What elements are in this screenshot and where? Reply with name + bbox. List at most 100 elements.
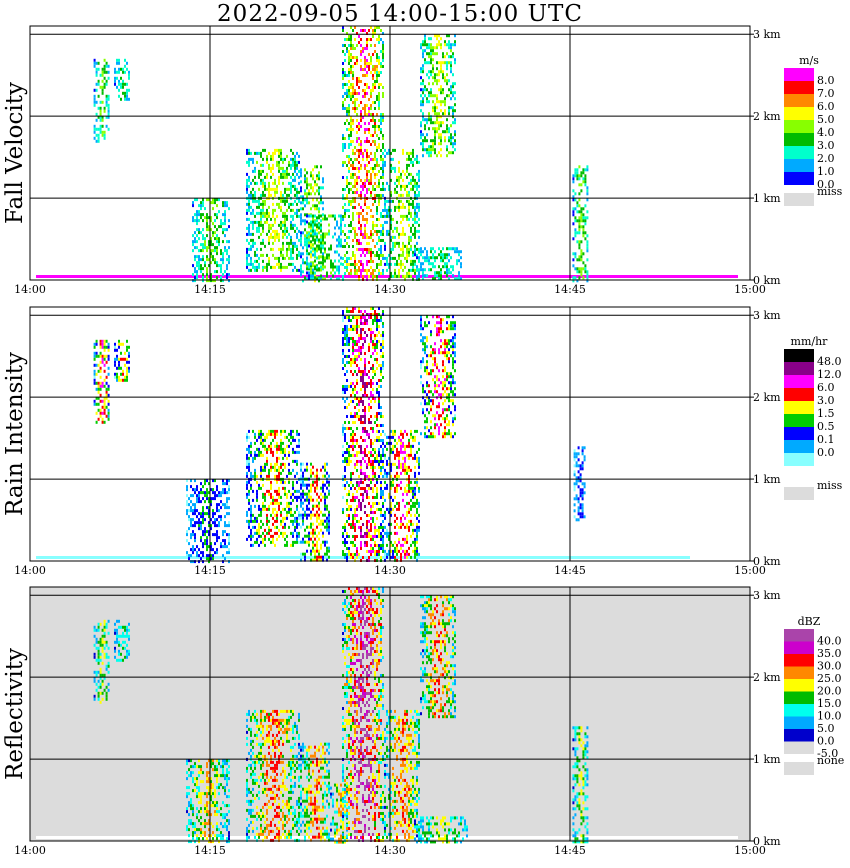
echo-cell — [412, 277, 414, 281]
echo-cell — [270, 193, 272, 197]
echo-cell — [372, 388, 374, 391]
echo-cell — [310, 516, 312, 520]
echo-cell — [278, 175, 280, 179]
echo-cell — [320, 276, 322, 280]
echo-cell — [346, 502, 348, 505]
echo-cell — [582, 219, 585, 223]
echo-cell — [278, 474, 280, 478]
echo-cell — [284, 429, 286, 433]
echo-cell — [424, 118, 426, 122]
echo-cell — [336, 244, 338, 248]
echo-cell — [290, 187, 292, 191]
echo-cell — [294, 163, 296, 167]
echo-cell — [384, 486, 386, 490]
echo-cell — [93, 103, 96, 107]
echo-cell — [346, 266, 348, 269]
echo-cell — [582, 213, 585, 217]
echo-cell — [412, 163, 414, 167]
echo-cell — [274, 543, 276, 547]
echo-cell — [380, 83, 382, 86]
echo-cell — [354, 62, 356, 65]
echo-cell — [186, 554, 188, 558]
echo-cell — [280, 262, 282, 266]
echo-cell — [284, 489, 286, 493]
echo-cell — [282, 235, 284, 239]
echo-cell — [286, 193, 288, 197]
echo-cell — [266, 507, 268, 511]
echo-cell — [254, 474, 256, 478]
echo-cell — [368, 128, 370, 131]
echo-cell — [262, 202, 264, 206]
echo-cell — [107, 103, 110, 107]
echo-cell — [430, 88, 432, 92]
echo-cell — [424, 139, 426, 143]
echo-cell — [298, 522, 300, 526]
echo-cell — [346, 415, 348, 418]
echo-cell — [448, 40, 450, 44]
echo-cell — [322, 531, 324, 535]
echo-cell — [364, 29, 366, 32]
echo-cell — [222, 503, 224, 507]
echo-cell — [286, 235, 288, 239]
echo-cell — [444, 43, 446, 47]
echo-cell — [120, 82, 122, 86]
echo-cell — [284, 507, 286, 511]
echo-cell — [93, 375, 96, 379]
echo-cell — [314, 474, 316, 478]
echo-cell — [222, 231, 224, 235]
legend-level-label: 8.0 — [817, 74, 835, 87]
echo-cell — [356, 113, 358, 116]
echo-cell — [280, 265, 282, 269]
echo-cell — [460, 277, 462, 281]
echo-cell — [114, 342, 116, 346]
echo-cell — [202, 213, 204, 217]
echo-cell — [348, 553, 350, 556]
echo-cell — [276, 525, 278, 529]
echo-cell — [434, 151, 436, 155]
echo-cell — [580, 270, 583, 274]
echo-cell — [266, 450, 268, 454]
echo-cell — [330, 262, 332, 266]
echo-cell — [366, 520, 368, 523]
echo-cell — [192, 240, 194, 244]
echo-cell — [348, 62, 350, 65]
echo-cell — [346, 179, 348, 182]
echo-cell — [294, 211, 296, 215]
echo-cell — [328, 223, 330, 227]
echo-cell — [212, 554, 214, 558]
echo-cell — [580, 219, 583, 223]
echo-cell — [344, 436, 346, 439]
echo-cell — [256, 438, 258, 442]
echo-cell — [226, 497, 228, 501]
echo-cell — [378, 463, 380, 466]
echo-cell — [406, 217, 408, 221]
echo-cell — [344, 272, 346, 275]
echo-cell — [338, 235, 340, 239]
echo-cell — [300, 492, 302, 496]
echo-cell — [366, 137, 368, 140]
echo-cell — [346, 397, 348, 400]
echo-cell — [186, 530, 188, 534]
echo-cell — [370, 544, 372, 547]
echo-cell — [362, 29, 364, 32]
echo-cell — [420, 94, 422, 98]
echo-cell — [250, 151, 252, 155]
echo-cell — [368, 487, 370, 490]
echo-cell — [382, 257, 384, 260]
echo-cell — [454, 109, 456, 113]
echo-cell — [348, 343, 350, 346]
echo-cell — [402, 232, 404, 236]
echo-cell — [248, 447, 250, 451]
echo-cell — [360, 212, 362, 215]
echo-cell — [368, 343, 370, 346]
echo-cell — [196, 273, 198, 277]
echo-cell — [266, 220, 268, 224]
echo-cell — [426, 97, 428, 101]
echo-cell — [348, 310, 350, 313]
echo-cell — [420, 76, 422, 80]
echo-cell — [454, 40, 456, 44]
echo-cell — [126, 97, 128, 101]
echo-cell — [124, 91, 126, 95]
echo-cell — [354, 92, 356, 95]
echo-cell — [348, 427, 350, 430]
